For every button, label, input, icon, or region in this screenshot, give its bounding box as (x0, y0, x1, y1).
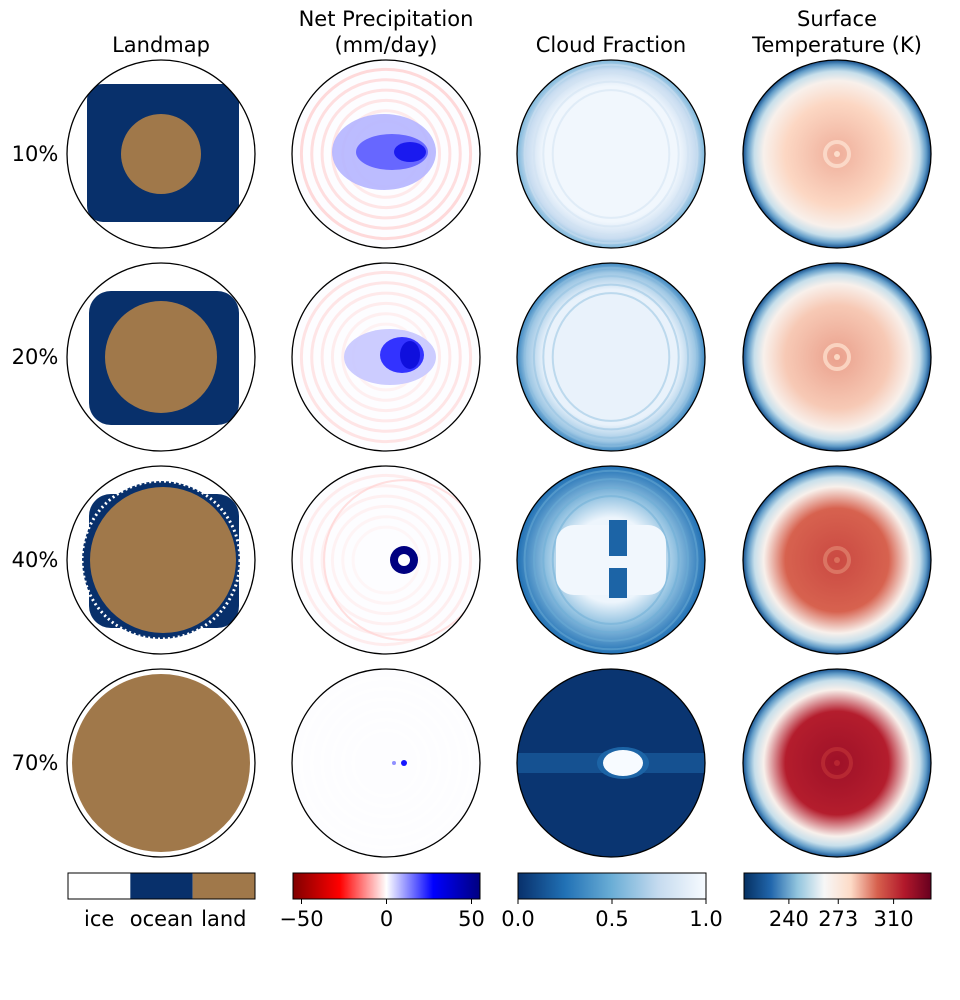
temp-10pct-outline (742, 59, 932, 249)
colorbar-swatch-ocean (130, 873, 193, 899)
colorbar-tick-label: 0.0 (501, 907, 534, 931)
temp-20pct-outline (742, 262, 932, 452)
cloud-panel-40pct (516, 465, 706, 655)
cloud-20pct-outline (516, 262, 706, 452)
colorbar-tick-label: 240 (769, 907, 809, 931)
temp-70pct-outline (742, 668, 932, 858)
column-title-precip-line2: (mm/day) (334, 33, 437, 57)
landmap-panel-70pct (66, 668, 256, 858)
precip-panel-20pct (291, 262, 481, 452)
colorbar-frame (67, 872, 256, 900)
temp-40pct-outline (742, 465, 932, 655)
colorbar-tick-label: −50 (279, 907, 323, 931)
colorbar-frame (743, 872, 932, 900)
colorbar-label-ocean: ocean (130, 907, 194, 931)
colorbar-gradient (518, 873, 706, 899)
colorbar-gradient (293, 873, 480, 899)
column-title-precip-line1: Net Precipitation (299, 7, 474, 31)
landmap-panel-10pct (66, 59, 256, 249)
colorbar-tick-label: 1.0 (689, 907, 722, 931)
precip-40pct-outline (291, 465, 481, 655)
colorbar-temp: 240 273 310 (743, 872, 932, 931)
land-region (72, 674, 250, 852)
landmap-panel-40pct (66, 465, 256, 655)
row-label-40pct: 40% (12, 548, 59, 572)
colorbar-swatch-land (192, 873, 255, 899)
row-label-70pct: 70% (12, 751, 59, 775)
cloud-70pct-outline (516, 668, 706, 858)
precip-10pct-outline (291, 59, 481, 249)
colorbar-tick-label: 0.5 (595, 907, 628, 931)
precip-panel-70pct (291, 668, 481, 858)
land-region (90, 487, 236, 633)
colorbar-tick-label: 50 (458, 907, 485, 931)
landmap-panel-20pct (66, 262, 256, 452)
colorbar-label-land: land (201, 907, 246, 931)
landmap-40pct-outline (66, 465, 256, 655)
column-title-cloud: Cloud Fraction (536, 33, 687, 57)
cloud-10pct-outline (516, 59, 706, 249)
colorbar-label-ice: ice (84, 907, 114, 931)
coastline-ice-edge (80, 479, 242, 641)
precip-20pct-outline (291, 262, 481, 452)
colorbar-tick-label: 0 (380, 907, 393, 931)
precip-panel-40pct (291, 465, 481, 655)
row-label-20pct: 20% (12, 345, 59, 369)
column-title-temp-line1: Surface (797, 7, 877, 31)
cloud-40pct-outline (516, 465, 706, 655)
column-title-temp-line2: Temperature (K) (751, 33, 922, 57)
temp-panel-70pct (742, 668, 932, 858)
colorbar-swatch-ice (68, 873, 131, 899)
colorbar-gradient (744, 873, 931, 899)
landmap-20pct-outline (66, 262, 256, 452)
cloud-panel-20pct (516, 262, 706, 452)
temp-panel-10pct (742, 59, 932, 249)
landmap-10pct-outline (66, 59, 256, 249)
colorbar-cloud: 0.0 0.5 1.0 (501, 872, 723, 931)
precip-panel-10pct (291, 59, 481, 249)
land-region (121, 114, 201, 194)
temp-panel-20pct (742, 262, 932, 452)
colorbar-landmap: ice ocean land (67, 872, 256, 931)
temp-panel-40pct (742, 465, 932, 655)
colorbar-tick-label: 310 (874, 907, 914, 931)
colorbars: ice ocean land −50 0 50 0.0 0.5 1.0 240 273 310 (67, 872, 932, 931)
landmap-70pct-outline (66, 668, 256, 858)
panel-grid (66, 59, 932, 858)
cloud-panel-10pct (516, 59, 706, 249)
column-title-landmap: Landmap (112, 33, 210, 57)
land-region (105, 301, 217, 413)
row-labels: 10% 20% 40% 70% (12, 142, 59, 775)
column-titles: Landmap Net Precipitation(mm/day) Cloud Fr… (112, 7, 922, 57)
colorbar-tick-label: 273 (818, 907, 858, 931)
cloud-panel-70pct (516, 668, 706, 858)
colorbar-precip: −50 0 50 (279, 872, 485, 931)
row-label-10pct: 10% (12, 142, 59, 166)
precip-70pct-outline (291, 668, 481, 858)
